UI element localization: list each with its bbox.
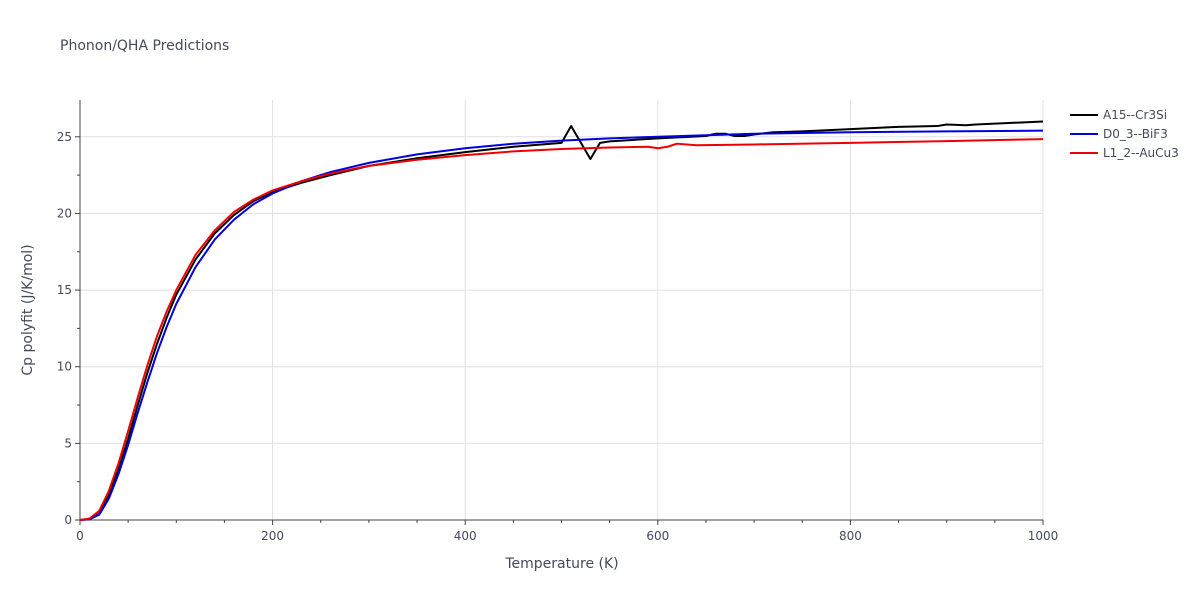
y-tick-label: 0 xyxy=(64,513,72,527)
series-line-1[interactable] xyxy=(79,129,1044,521)
legend-label: A15--Cr3Si xyxy=(1103,108,1167,122)
legend-item[interactable]: A15--Cr3Si xyxy=(1070,108,1167,122)
legend-item[interactable]: L1_2--AuCu3 xyxy=(1070,146,1179,160)
y-tick-label: 25 xyxy=(57,130,72,144)
x-tick-label: 0 xyxy=(76,529,84,543)
y-tick-label: 15 xyxy=(57,283,72,297)
legend-item[interactable]: D0_3--BiF3 xyxy=(1070,127,1168,141)
axes: 0 200 400 600 800 1000 0 5 10 15 20 25 xyxy=(57,100,1059,543)
series-line-2[interactable] xyxy=(79,138,1044,521)
x-tick-label: 600 xyxy=(646,529,669,543)
y-tick-label: 5 xyxy=(64,436,72,450)
series-line-0[interactable] xyxy=(79,120,1044,521)
legend-label: L1_2--AuCu3 xyxy=(1103,146,1179,160)
y-axis-title: Cp polyfit (J/K/mol) xyxy=(20,244,36,375)
plot-area xyxy=(79,120,1044,521)
grid xyxy=(80,100,1044,520)
legend-label: D0_3--BiF3 xyxy=(1103,127,1168,141)
x-tick-label: 800 xyxy=(839,529,862,543)
chart-title: Phonon/QHA Predictions xyxy=(60,38,229,54)
x-tick-label: 400 xyxy=(454,529,477,543)
y-tick-label: 10 xyxy=(57,360,72,374)
x-tick-label: 1000 xyxy=(1028,529,1059,543)
x-axis-title: Temperature (K) xyxy=(504,556,618,572)
x-tick-label: 200 xyxy=(261,529,284,543)
y-tick-label: 20 xyxy=(57,206,72,220)
legend[interactable]: A15--Cr3Si D0_3--BiF3 L1_2--AuCu3 xyxy=(1070,108,1179,160)
